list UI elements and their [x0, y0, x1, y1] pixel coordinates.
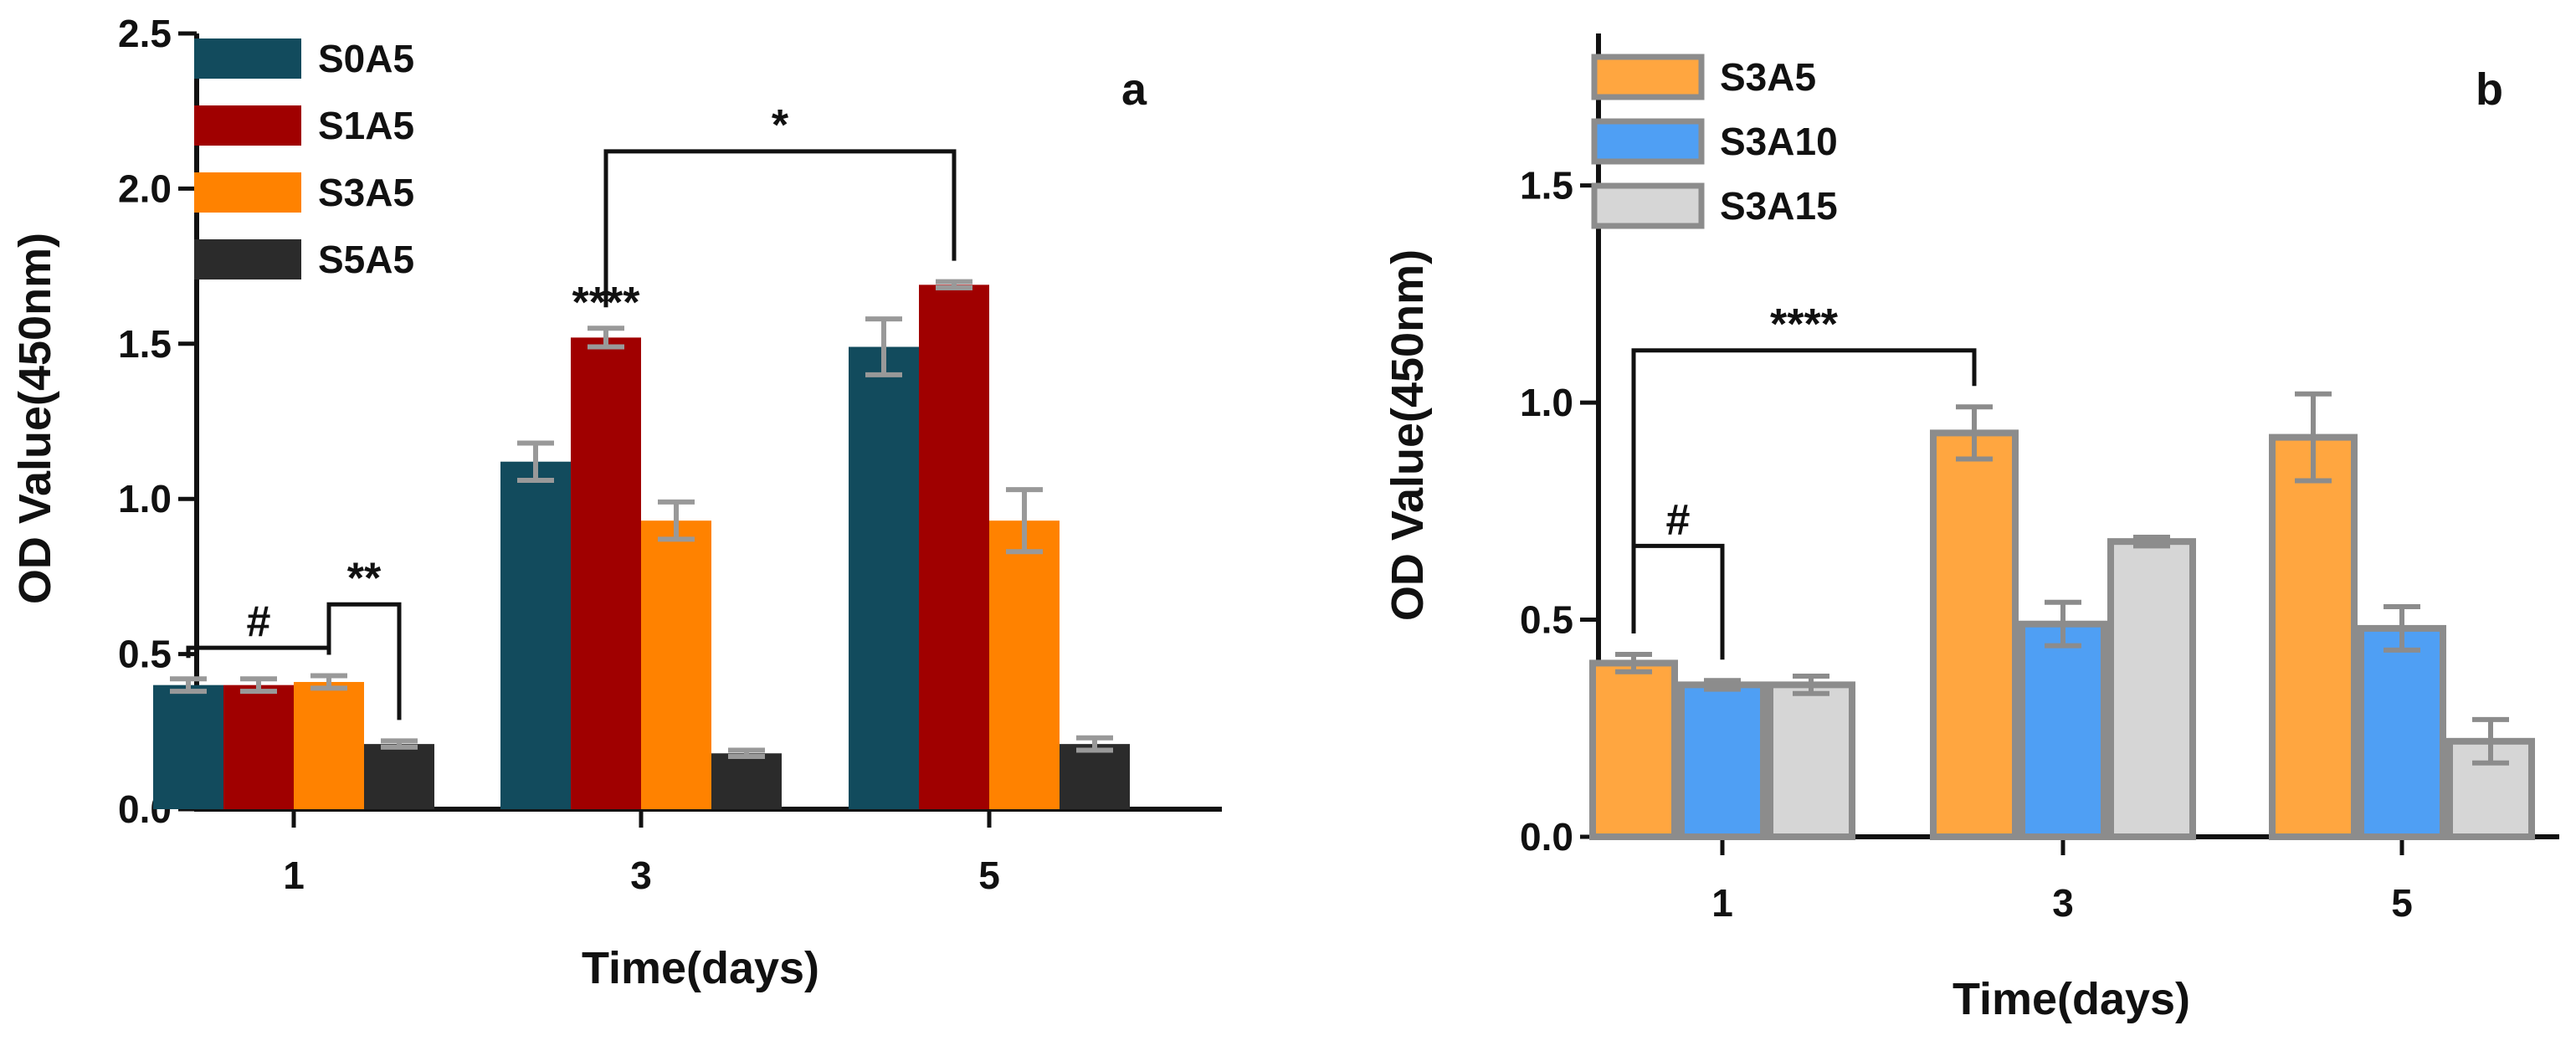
x-tick-label: 3 [630, 854, 652, 897]
y-tick-label: 0.5 [118, 633, 172, 676]
bar-S3A10-day-5 [2358, 624, 2446, 841]
legend-swatch-S5A5 [194, 239, 301, 279]
legend-swatch-S3A5 [194, 172, 301, 213]
y-tick-label: 0.0 [1520, 815, 1573, 859]
bar-S3A5-day-5 [989, 520, 1060, 809]
bar-S3A10-day-3 [2019, 620, 2107, 840]
legend-swatch-S3A5 [1591, 54, 1705, 100]
legend-label-S0A5: S0A5 [318, 37, 414, 80]
legend-label-S3A5: S3A5 [1720, 55, 1816, 99]
y-tick-label: 2.0 [118, 167, 172, 210]
y-axis-label: OD Value(450nm) [10, 233, 60, 604]
y-axis-label: OD Value(450nm) [1383, 249, 1433, 621]
x-tick-label: 1 [1711, 881, 1733, 925]
x-axis-label: Time(days) [1953, 974, 2190, 1024]
bar-S5A5-day-3 [711, 753, 782, 809]
legend-swatch-S1A5 [194, 105, 301, 146]
significance-marker: * [772, 101, 789, 150]
x-tick-label: 3 [2052, 881, 2074, 925]
legend-swatch-S0A5 [194, 38, 301, 79]
bar-S3A5-day-3 [1930, 429, 2019, 840]
legend-label-S3A5: S3A5 [318, 171, 414, 214]
legend-swatch-S3A10 [1591, 118, 1705, 165]
y-tick-label: 1.0 [118, 477, 172, 520]
bar-S1A5-day-5 [919, 285, 989, 809]
significance-bracket [186, 645, 331, 659]
x-tick-label: 1 [283, 854, 305, 897]
bar-S3A5-day-1 [1589, 659, 1678, 840]
significance-marker: # [247, 597, 271, 646]
legend-label-S1A5: S1A5 [318, 104, 414, 147]
bar-S1A5-day-3 [571, 337, 641, 809]
bar-S0A5-day-5 [849, 346, 919, 809]
chart-panel-b: 0.0 0.5 1.0 1.5 1 3 5 Time(days) OD Value(450nm)… [1383, 33, 2559, 1024]
bar-S3A5-day-3 [641, 520, 711, 809]
significance-bracket [326, 602, 402, 720]
bar-S0A5-day-3 [500, 461, 571, 809]
significance-bracket [1631, 543, 1725, 660]
y-tick-label: 0.5 [1520, 598, 1573, 642]
x-axis-label: Time(days) [582, 943, 819, 993]
y-tick-label: 1.5 [1520, 164, 1573, 208]
y-tick-label: 2.5 [118, 12, 172, 55]
x-tick-label: 5 [978, 854, 1000, 897]
legend-label-S3A10: S3A10 [1720, 120, 1838, 163]
x-tick-label: 5 [2391, 881, 2413, 925]
bar-S5A5-day-5 [1060, 744, 1130, 809]
legend-label-S5A5: S5A5 [318, 238, 414, 281]
y-tick-label: 1.0 [1520, 381, 1573, 424]
bar-S3A15-day-3 [2107, 538, 2196, 840]
significance-marker: ** [347, 554, 382, 602]
bar-S3A15-day-1 [1767, 681, 1855, 840]
bar-S3A10-day-1 [1678, 681, 1767, 840]
significance-bracket [603, 149, 957, 308]
panel-label: a [1121, 64, 1147, 115]
y-tick-label: 1.5 [118, 322, 172, 366]
significance-marker: **** [1770, 300, 1839, 349]
bar-S3A5-day-5 [2269, 433, 2358, 840]
bar-S1A5-day-1 [223, 685, 294, 809]
bar-S5A5-day-1 [364, 744, 434, 809]
significance-marker: # [1666, 495, 1691, 544]
legend-swatch-S3A15 [1591, 182, 1705, 229]
bar-S3A5-day-1 [294, 681, 364, 809]
panel-label: b [2476, 64, 2503, 115]
legend-label-S3A15: S3A15 [1720, 184, 1838, 228]
significance-bracket [1631, 348, 1977, 634]
bar-S0A5-day-1 [153, 685, 223, 809]
